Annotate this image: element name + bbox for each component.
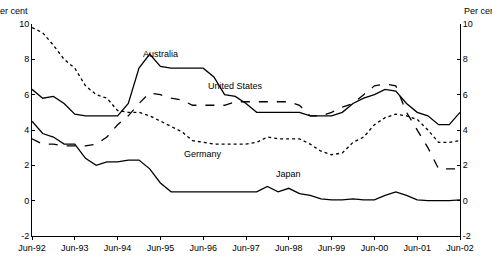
svg-text:0: 0: [463, 196, 468, 206]
svg-text:10: 10: [19, 19, 29, 29]
svg-text:Jun-99: Jun-99: [318, 243, 346, 253]
svg-text:Jun-97: Jun-97: [232, 243, 260, 253]
svg-text:Japan: Japan: [276, 169, 301, 179]
svg-text:Jun-93: Jun-93: [61, 243, 89, 253]
svg-text:Jun-02: Jun-02: [446, 243, 474, 253]
svg-text:Jun-00: Jun-00: [361, 243, 389, 253]
svg-text:Jun-98: Jun-98: [275, 243, 303, 253]
svg-text:2: 2: [24, 160, 29, 170]
svg-text:United States: United States: [208, 81, 263, 91]
svg-text:-2: -2: [463, 231, 471, 241]
svg-text:Jun-94: Jun-94: [104, 243, 132, 253]
svg-text:10: 10: [463, 19, 473, 29]
svg-text:6: 6: [463, 90, 468, 100]
svg-text:Jun-01: Jun-01: [403, 243, 431, 253]
svg-text:4: 4: [463, 125, 468, 135]
svg-text:6: 6: [24, 90, 29, 100]
svg-text:Jun-95: Jun-95: [147, 243, 175, 253]
svg-text:0: 0: [24, 196, 29, 206]
svg-text:-2: -2: [21, 231, 29, 241]
svg-text:Australia: Australia: [143, 49, 178, 59]
svg-text:Jun-92: Jun-92: [18, 243, 46, 253]
svg-text:Per cent: Per cent: [0, 6, 28, 16]
svg-text:8: 8: [24, 54, 29, 64]
svg-text:2: 2: [463, 160, 468, 170]
svg-text:4: 4: [24, 125, 29, 135]
svg-text:8: 8: [463, 54, 468, 64]
svg-text:Per cent: Per cent: [464, 6, 492, 16]
svg-text:Jun-96: Jun-96: [189, 243, 217, 253]
svg-text:Germany: Germany: [184, 149, 222, 159]
